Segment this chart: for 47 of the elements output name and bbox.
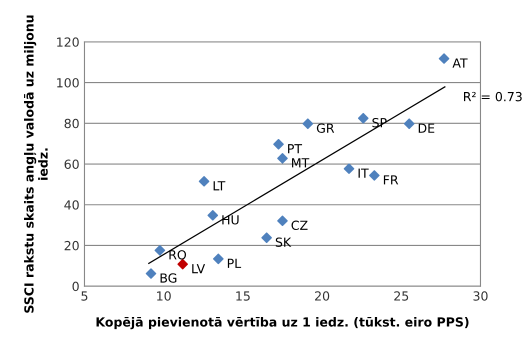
y-tick-label: 80 (64, 118, 79, 128)
annotation: BG (160, 273, 176, 283)
y-tick-label: 40 (64, 200, 79, 210)
point (438, 53, 450, 64)
x-axis-title: Kopējā pievienotā vērtība uz 1 iedz. (tūkst. eiro PPS) (96, 317, 468, 330)
point (198, 176, 210, 187)
annotation: DE (418, 124, 434, 133)
point (277, 216, 288, 226)
x-tick-label: 30 (473, 291, 488, 301)
annotation: CZ (292, 220, 308, 230)
point (177, 258, 188, 270)
annotation: R² = 0.73 (464, 92, 522, 102)
x-tick-label: 5 (81, 291, 88, 301)
point (146, 268, 156, 279)
y-axis-title: SSCI rakstu skaits angļu valodā uz miljonu iedz. (24, 15, 48, 313)
annotation: MT (292, 158, 310, 168)
point (277, 153, 288, 164)
annotation: LT (214, 181, 226, 190)
annotation: GR (316, 123, 334, 133)
point (404, 118, 414, 130)
point (261, 232, 272, 244)
annotation: PT (288, 144, 302, 154)
point (207, 210, 218, 221)
point (213, 254, 224, 264)
y-tick-label: 0 (72, 282, 79, 292)
y-tick-label: 120 (57, 37, 79, 47)
point (344, 163, 354, 174)
point (369, 170, 380, 181)
point (358, 112, 369, 124)
x-tick-label: 15 (236, 291, 250, 301)
y-tick-label: 20 (64, 240, 79, 250)
annotation: IT (358, 168, 369, 178)
x-tick-label: 20 (315, 291, 330, 301)
annotation: FR (384, 175, 398, 184)
y-tick-label: 60 (64, 160, 79, 169)
annotation: RO (169, 250, 186, 260)
point (154, 245, 166, 256)
point (273, 138, 284, 150)
point (302, 118, 314, 130)
y-tick-label: 100 (57, 78, 79, 88)
annotation: LV (192, 264, 206, 274)
x-tick-label: 25 (394, 291, 408, 301)
x-tick-label: 10 (157, 291, 171, 301)
annotation: AT (452, 58, 468, 68)
annotation: PL (228, 258, 242, 268)
annotation: SK (276, 237, 292, 247)
annotation: HU (222, 215, 239, 225)
